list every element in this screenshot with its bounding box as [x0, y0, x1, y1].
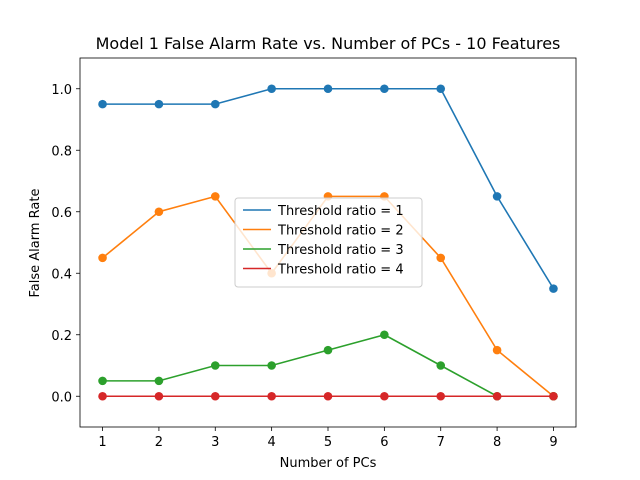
data-point [323, 345, 333, 355]
data-point [380, 330, 389, 340]
series-4 [98, 391, 558, 401]
legend-entry: Threshold ratio = 2 [243, 224, 404, 239]
y-tick-label: 1.0 [51, 83, 72, 98]
data-point [267, 84, 276, 94]
data-point [492, 391, 502, 401]
data-point [267, 391, 276, 401]
data-point [154, 207, 164, 217]
data-point [98, 391, 107, 401]
data-point [436, 84, 446, 94]
data-point [154, 99, 164, 109]
x-tick-label: 1 [98, 435, 106, 450]
data-point [154, 376, 164, 386]
legend-label: Threshold ratio = 4 [277, 263, 404, 278]
data-point [267, 361, 276, 370]
y-tick-label: 0.8 [51, 144, 72, 159]
data-point [210, 391, 220, 401]
legend-entry: Threshold ratio = 3 [243, 243, 404, 258]
x-tick-label: 4 [267, 435, 275, 450]
y-tick-label: 0.2 [51, 329, 72, 344]
data-point [380, 84, 389, 94]
data-point [492, 345, 502, 355]
legend-entry: Threshold ratio = 1 [243, 204, 404, 219]
data-point [492, 192, 502, 201]
x-tick-label: 5 [324, 435, 332, 450]
x-tick-label: 2 [155, 435, 163, 450]
ticks-layer: 1 2 3 4 5 6 7 8 9 0.0 0.2 0.4 0.6 0.8 1.0 [51, 83, 557, 450]
data-point [323, 84, 333, 94]
data-point [210, 99, 220, 109]
x-tick-label: 6 [380, 435, 388, 450]
x-tick-label: 9 [549, 435, 557, 450]
data-point [98, 99, 107, 109]
legend-box [234, 197, 423, 288]
series-line [102, 333, 554, 398]
data-point [436, 361, 446, 370]
legend-label: Threshold ratio = 3 [277, 243, 404, 258]
y-tick-label: 0.6 [51, 206, 72, 221]
series-1 [98, 84, 558, 293]
legend-entry: Threshold ratio = 4 [243, 263, 404, 278]
data-point [98, 253, 107, 263]
series-3 [98, 330, 558, 401]
data-point [210, 361, 220, 370]
data-point [436, 391, 446, 401]
y-tick-label: 0.4 [51, 267, 72, 282]
legend: Threshold ratio = 1 Threshold ratio = 2 Th… [234, 197, 423, 288]
legend-label: Threshold ratio = 1 [277, 204, 404, 219]
data-point [380, 391, 389, 401]
data-point [436, 253, 446, 263]
data-point [210, 192, 220, 201]
data-point [549, 391, 558, 401]
data-point [323, 391, 333, 401]
y-tick-label: 0.0 [51, 390, 72, 405]
x-axis-label: Number of PCs [280, 456, 377, 471]
chart-title: Model 1 False Alarm Rate vs. Number of P… [96, 34, 561, 53]
data-point [154, 391, 164, 401]
x-tick-label: 7 [437, 435, 445, 450]
y-axis-label: False Alarm Rate [28, 189, 43, 298]
data-point [98, 376, 107, 386]
legend-label: Threshold ratio = 2 [277, 224, 404, 239]
x-tick-label: 3 [211, 435, 219, 450]
data-point [549, 284, 558, 293]
x-tick-label: 8 [493, 435, 501, 450]
